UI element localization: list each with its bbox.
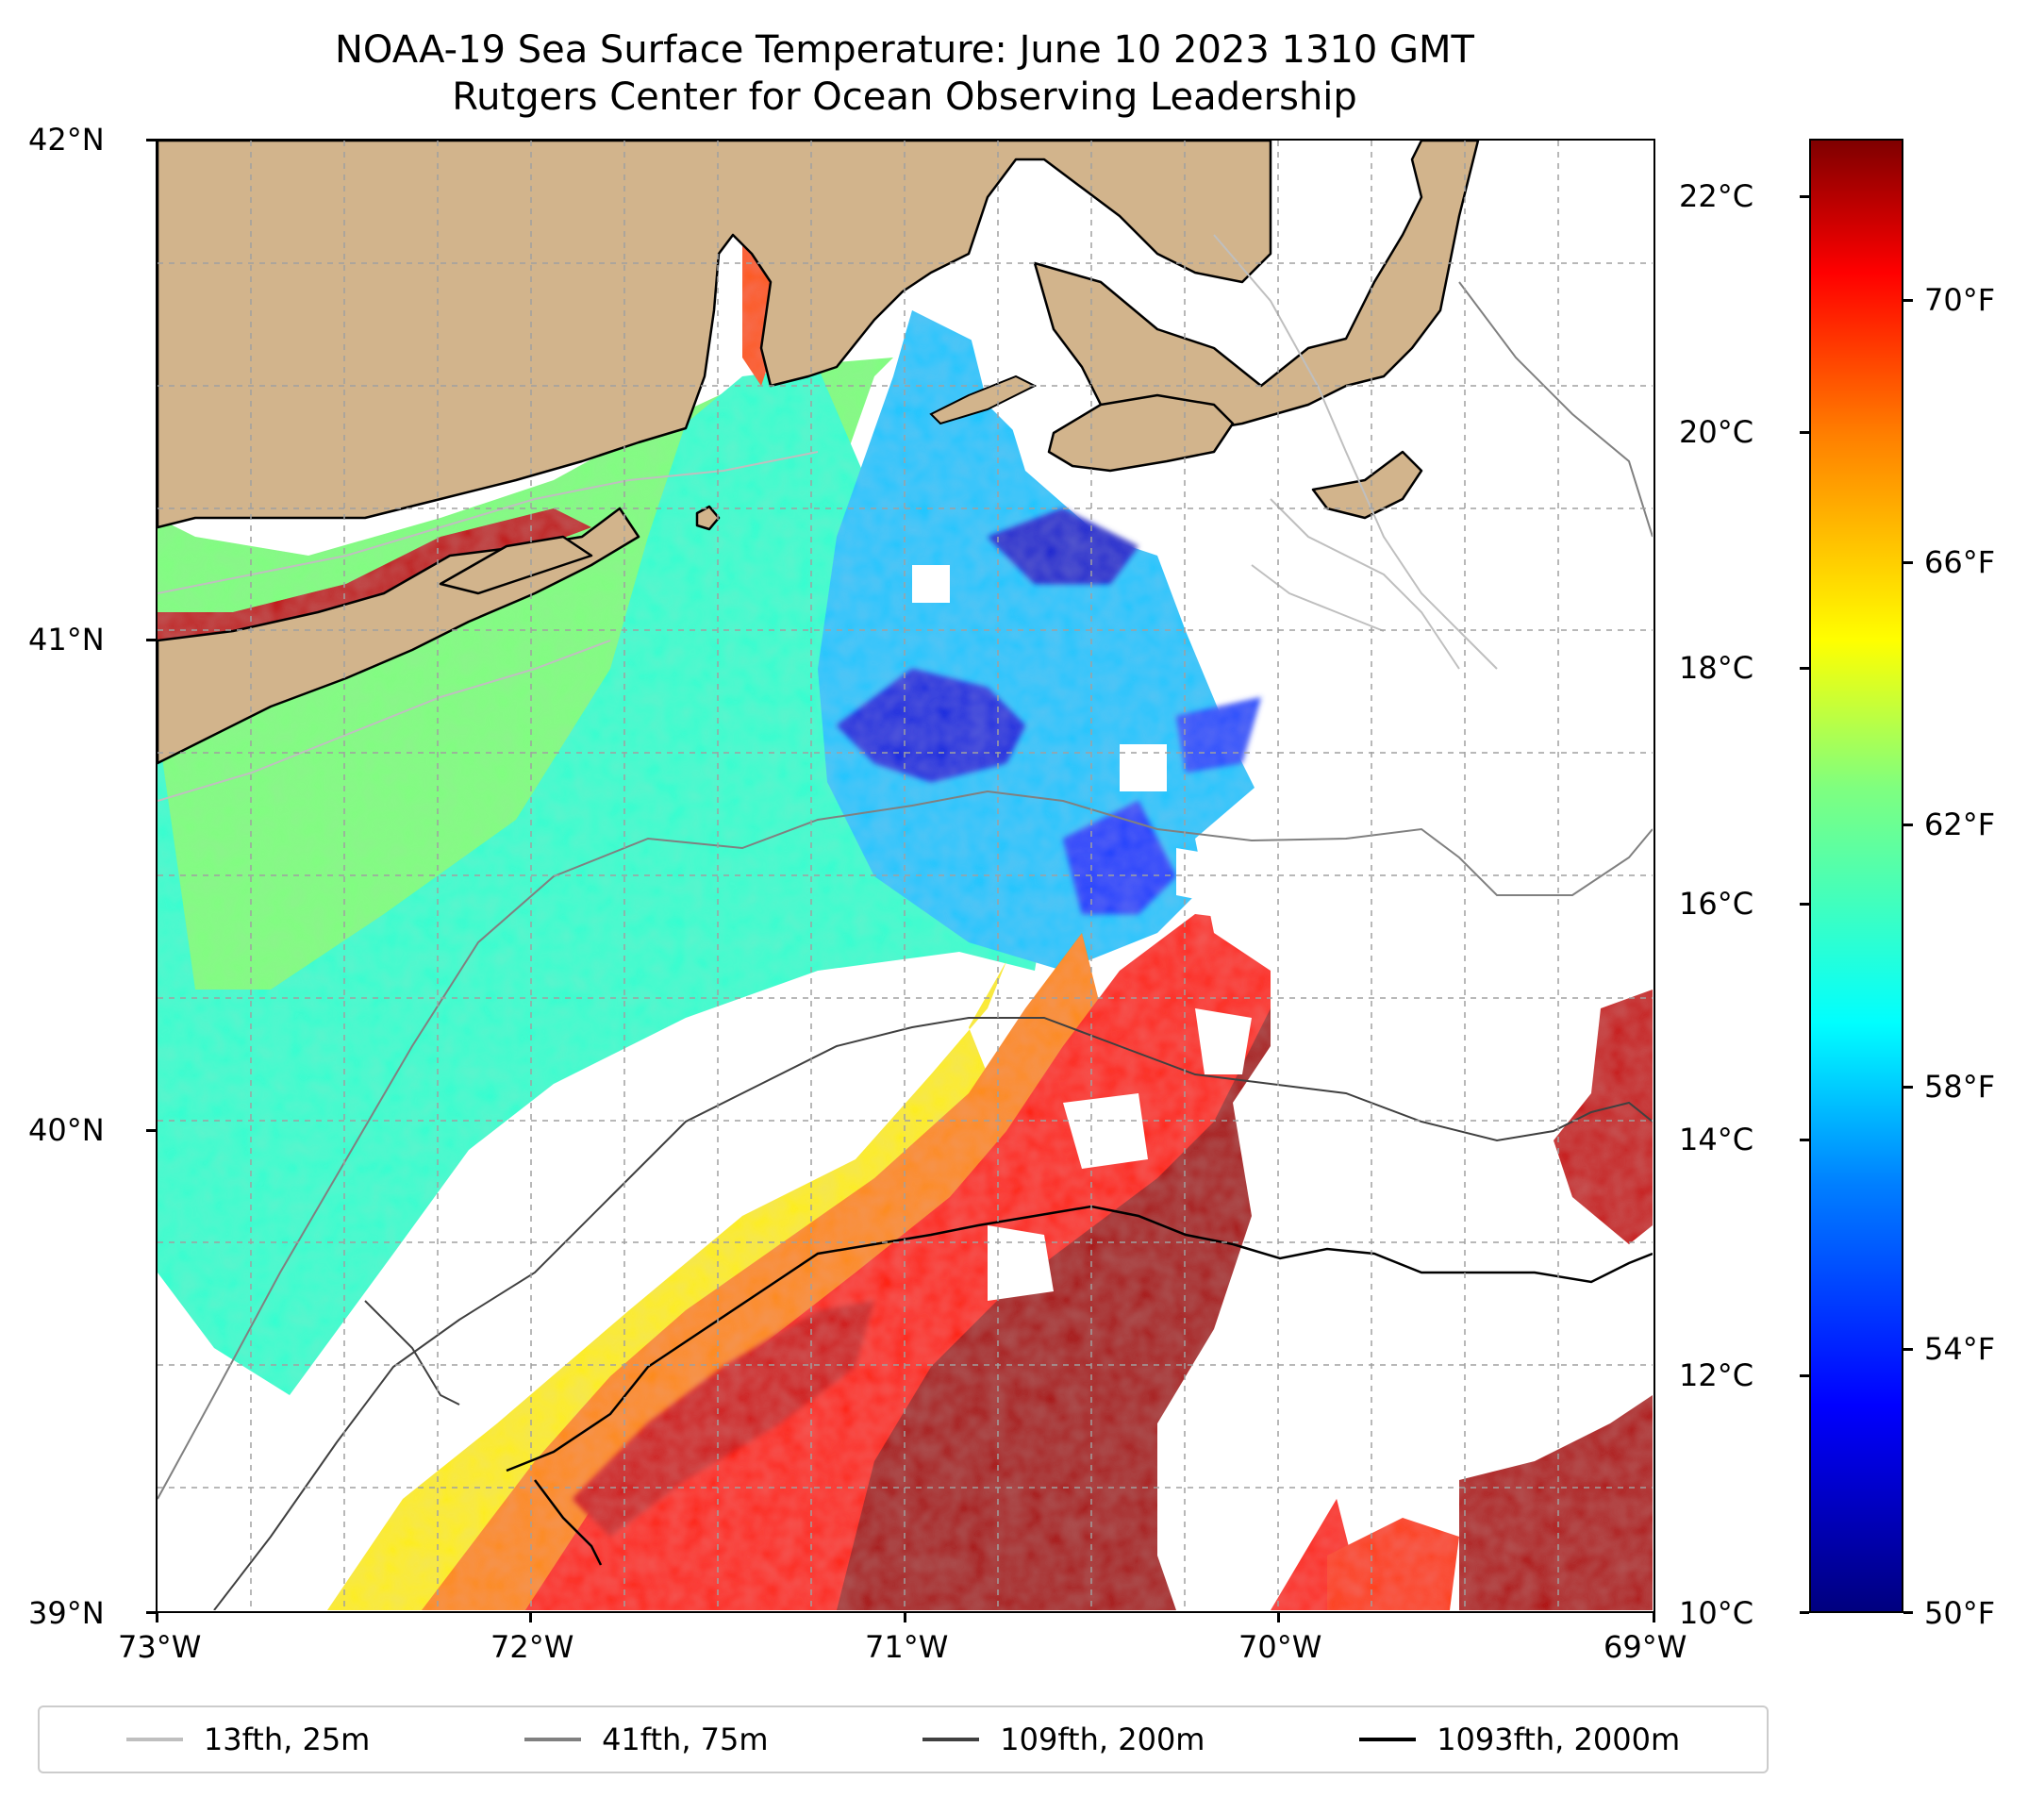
sst-dark-red-water	[573, 1301, 874, 1537]
colorbar-celsius-tick	[1800, 1611, 1809, 1614]
colorbar-celsius-label: 18°C	[1679, 650, 1754, 686]
sst-blue-patch	[1063, 801, 1176, 914]
lat-tick	[146, 1129, 156, 1132]
sst-blue-patch	[988, 508, 1138, 584]
land	[158, 141, 1480, 765]
legend-label: 41fth, 75m	[602, 1722, 769, 1757]
colorbar-fahrenheit-tick	[1903, 1348, 1913, 1351]
lon-tick-label: 72°W	[490, 1629, 574, 1665]
lon-tick	[156, 1613, 158, 1622]
colorbar-celsius-tick	[1800, 431, 1809, 434]
colorbar-celsius-tick	[1800, 195, 1809, 198]
cloud-mask-hole	[1271, 1216, 1308, 1254]
bathymetry-legend: 13fth, 25m 41fth, 75m 109fth, 200m 1093f…	[38, 1705, 1769, 1773]
colorbar	[1809, 139, 1903, 1613]
lat-tick-label: 40°N	[28, 1112, 105, 1148]
lon-tick	[904, 1613, 906, 1622]
colorbar-celsius-label: 22°C	[1679, 178, 1754, 214]
bathymetry-2000m	[506, 1205, 1653, 1566]
colorbar-fahrenheit-tick	[1903, 824, 1913, 826]
legend-swatch	[1359, 1738, 1417, 1741]
land-long-island-fork	[439, 535, 593, 595]
colorbar-celsius-tick	[1800, 903, 1809, 906]
colorbar-fahrenheit-label: 70°F	[1924, 282, 1996, 318]
colorbar-fahrenheit-label: 62°F	[1924, 807, 1996, 842]
cloud-mask-hole	[1195, 1008, 1252, 1074]
colorbar-fahrenheit-label: 54°F	[1924, 1331, 1996, 1367]
colorbar-fahrenheit-tick	[1903, 1611, 1913, 1614]
lon-tick	[529, 1613, 532, 1622]
sst-east-orange-patch	[1327, 1518, 1459, 1610]
cloud-mask-hole	[912, 565, 950, 603]
colorbar-celsius-label: 12°C	[1679, 1357, 1754, 1393]
legend-entry-200m: 109fth, 200m	[922, 1722, 1205, 1757]
lon-tick-label: 73°W	[118, 1629, 202, 1665]
colorbar-celsius-label: 14°C	[1679, 1122, 1754, 1157]
colorbar-fahrenheit-label: 58°F	[1924, 1069, 1996, 1105]
legend-swatch	[922, 1738, 980, 1741]
lat-tick	[146, 639, 156, 641]
cloud-mask-hole	[1120, 744, 1167, 791]
colorbar-celsius-label: 20°C	[1679, 414, 1754, 450]
colorbar-celsius-tick	[1800, 667, 1809, 670]
lon-tick	[1277, 1613, 1280, 1622]
cloud-mask-hole	[1063, 1093, 1148, 1169]
sst-east-red-patch	[1554, 990, 1653, 1244]
colorbar-celsius-tick	[1800, 1374, 1809, 1377]
land-nantucket	[1311, 450, 1423, 520]
gridlines	[158, 141, 1653, 1610]
legend-entry-2000m: 1093fth, 2000m	[1359, 1722, 1680, 1757]
sst-blue-patch	[1176, 697, 1261, 773]
bathymetry-200m	[213, 1017, 1653, 1610]
lat-tick-label: 39°N	[28, 1595, 105, 1631]
cloud-mask-east	[969, 141, 1653, 1610]
colorbar-celsius-tick	[1800, 1139, 1809, 1141]
lat-tick-label: 42°N	[28, 122, 105, 158]
colorbar-celsius-label: 10°C	[1679, 1595, 1754, 1631]
sst-blue-patch	[837, 669, 1025, 782]
legend-entry-75m: 41fth, 75m	[524, 1722, 769, 1757]
cloud-mask	[912, 141, 1653, 1610]
lat-tick-label: 41°N	[28, 622, 105, 657]
legend-entry-25m: 13fth, 25m	[125, 1722, 371, 1757]
colorbar-fahrenheit-label: 66°F	[1924, 544, 1996, 580]
sst-light-blue-water	[818, 310, 1261, 971]
legend-swatch	[125, 1738, 183, 1741]
colorbar-celsius-label: 16°C	[1679, 886, 1754, 922]
chart-subtitle: Rutgers Center for Ocean Observing Leade…	[452, 75, 1357, 119]
lon-tick-label: 69°W	[1604, 1629, 1687, 1665]
land-marthas-vineyard	[1047, 393, 1235, 473]
lon-tick-label: 71°W	[865, 1629, 949, 1665]
sst-east-dark-red-patch	[1459, 1395, 1653, 1610]
colorbar-fahrenheit-label: 50°F	[1924, 1595, 1996, 1631]
legend-label: 13fth, 25m	[203, 1722, 371, 1757]
chart-title-block: NOAA-19 Sea Surface Temperature: June 10…	[0, 26, 1809, 121]
legend-swatch	[524, 1738, 582, 1741]
map-frame[interactable]	[156, 139, 1655, 1613]
cloud-mask-hole	[988, 1225, 1054, 1301]
colorbar-fahrenheit-tick	[1903, 1086, 1913, 1089]
sst-map[interactable]	[158, 141, 1653, 1610]
colorbar-fahrenheit-tick	[1903, 561, 1913, 564]
lat-tick	[146, 139, 156, 141]
lon-tick	[1653, 1613, 1655, 1622]
legend-label: 109fth, 200m	[1000, 1722, 1205, 1757]
lat-tick	[146, 1611, 156, 1614]
chart-title: NOAA-19 Sea Surface Temperature: June 10…	[334, 28, 1474, 72]
lon-tick-label: 70°W	[1238, 1629, 1322, 1665]
legend-label: 1093fth, 2000m	[1437, 1722, 1681, 1757]
bathymetry-75m	[158, 281, 1653, 1500]
sst-sound-warm	[158, 508, 591, 659]
cloud-mask-hole	[1176, 848, 1233, 905]
land-block-island	[695, 505, 721, 531]
colorbar-fahrenheit-tick	[1903, 299, 1913, 302]
